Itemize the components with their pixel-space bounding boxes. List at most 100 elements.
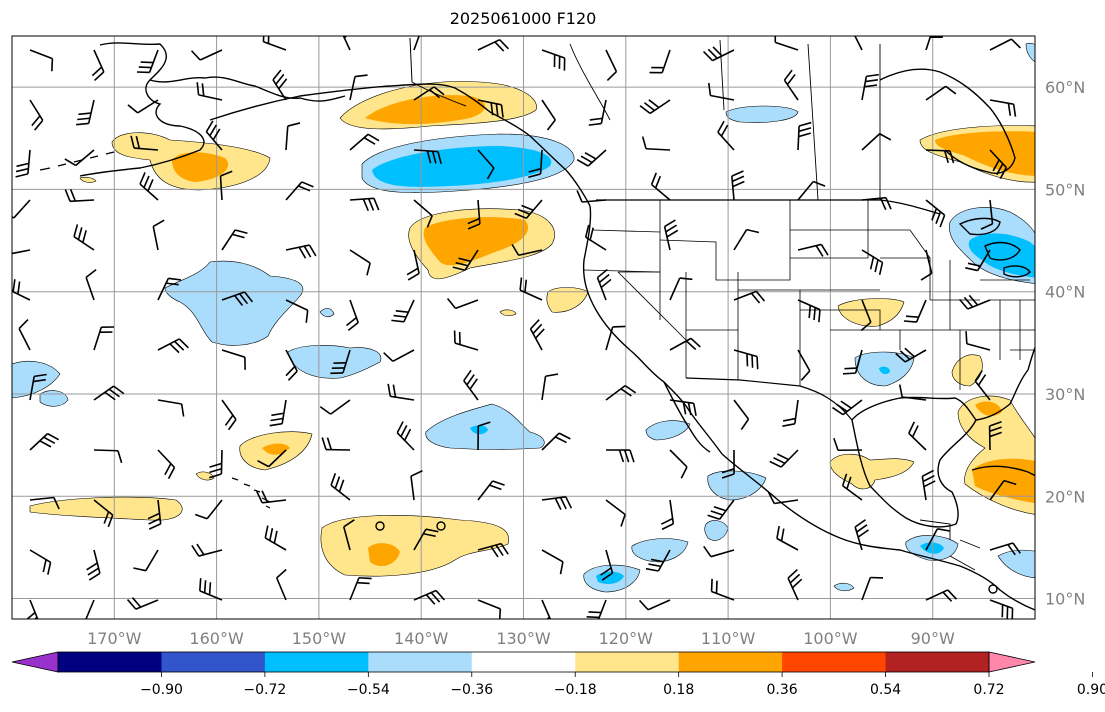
wind-barb: [989, 599, 1014, 619]
coastline-gulf-of-mexico: [851, 396, 977, 528]
wind-barb: [605, 499, 626, 527]
wind-barb: [152, 219, 165, 251]
wind-barb: [638, 599, 671, 611]
wind-barb: [576, 149, 607, 167]
lat-label-2: 40°N: [1045, 283, 1085, 302]
wind-barb: [782, 399, 799, 427]
colorbar-segment-5: [575, 652, 680, 672]
wind-barb: [190, 49, 223, 61]
wind-barb: [605, 49, 618, 82]
wind-barb: [136, 49, 159, 74]
wind-barb: [645, 549, 671, 572]
wind-barb: [285, 181, 314, 201]
wind-barb: [703, 46, 735, 62]
wind-barb: [767, 491, 799, 505]
colorbar-label-3: −0.36: [450, 682, 493, 698]
negative-anomaly-tiny-offshore: [319, 308, 335, 318]
negative-anomaly-tropical-east: [631, 538, 689, 563]
wind-barb: [219, 170, 233, 201]
wind-barb: [29, 49, 54, 72]
wind-barb: [86, 549, 101, 581]
negative-anomaly-west-edge-small: [39, 390, 69, 407]
wind-barb: [477, 542, 509, 558]
strong-positive-anomaly-aleutians: [172, 152, 229, 182]
wind-barb: [605, 384, 637, 401]
wind-barb: [18, 319, 31, 351]
wind-barb: [133, 549, 159, 572]
wind-barb: [15, 149, 31, 178]
wind-barb: [342, 36, 351, 51]
wind-barb: [605, 449, 635, 463]
wind-barb: [410, 469, 423, 501]
coastline-gulf-of-alaska: [209, 83, 591, 207]
wind-barb: [989, 542, 1021, 556]
wind-barb: [965, 249, 991, 272]
positive-anomaly-small-hawaii: [195, 471, 215, 481]
negative-anomaly-tiny-se: [833, 582, 855, 592]
wind-barb: [157, 277, 182, 301]
colorbar-segment-6: [678, 652, 783, 672]
wind-barb: [85, 268, 97, 301]
wind-barb: [529, 319, 545, 351]
wind-barb: [641, 136, 671, 151]
wind-barb: [387, 383, 415, 401]
wind-barb: [157, 338, 189, 354]
wind-barb: [453, 330, 479, 351]
map-title: 2025061000 F120: [449, 9, 597, 28]
island-clipperton-west: [375, 521, 385, 531]
wind-barb: [194, 499, 223, 520]
wind-barb: [321, 437, 351, 451]
wind-barb: [29, 373, 47, 401]
hawaiian-islands: [231, 477, 271, 509]
wind-barb: [477, 99, 504, 118]
wind-barb: [29, 432, 60, 451]
lat-label-1: 50°N: [1045, 180, 1085, 199]
wind-barb: [29, 549, 52, 575]
positive-anomaly-california: [546, 287, 589, 313]
colorbar-under-triangle: [11, 651, 59, 673]
wind-barb: [446, 298, 479, 310]
wind-barb: [639, 99, 671, 115]
latitude-labels: 60°N 50°N 40°N 30°N 20°N 10°N: [1045, 78, 1085, 608]
colorbar: −0.90 −0.72 −0.54 −0.36 −0.18 0.18 0.36 0.54 0.7…: [11, 651, 1105, 698]
wind-barb: [703, 545, 735, 558]
wind-barb: [733, 399, 750, 431]
colorbar-segment-3: [368, 652, 473, 672]
wind-barb: [925, 589, 958, 602]
coastline-cuba: [971, 465, 1035, 477]
wind-barb: [898, 384, 927, 401]
state-line-montana: [659, 200, 791, 281]
wind-barb: [733, 228, 760, 251]
aleutian-islands: [39, 151, 115, 171]
colorbar-label-2: −0.54: [347, 682, 390, 698]
wind-barb: [925, 85, 957, 101]
wind-barb: [396, 421, 415, 451]
lon-label-4: 130°W: [496, 629, 551, 648]
wind-barb: [721, 449, 735, 479]
negative-anomaly-mid-pacific: [287, 345, 382, 379]
wind-barb: [541, 599, 552, 619]
wind-barb: [733, 349, 759, 370]
wind-barb: [832, 399, 863, 416]
wind-barb: [588, 99, 607, 126]
negative-anomaly-baja: [645, 420, 691, 441]
coastline-alaska-north: [99, 42, 346, 102]
wind-barb: [733, 290, 766, 304]
wind-barb: [920, 249, 933, 281]
wind-barb: [29, 496, 60, 510]
negative-anomaly-tiny-ne: [1025, 42, 1035, 63]
wind-barb: [349, 133, 380, 151]
wind-barb: [413, 199, 433, 228]
wind-barb: [126, 597, 159, 610]
colorbar-label-7: 0.54: [870, 682, 901, 698]
wind-barb: [541, 549, 564, 575]
wind-barb: [205, 120, 223, 151]
us-state-borders: [583, 200, 1035, 390]
wind-barb: [669, 399, 697, 416]
strong-negative-anomaly-central-america: [920, 542, 944, 554]
wind-barb: [413, 36, 420, 51]
lon-label-0: 170°W: [87, 629, 142, 648]
wind-barb: [413, 589, 446, 605]
wind-barb: [413, 528, 439, 551]
wind-barb: [600, 549, 614, 581]
